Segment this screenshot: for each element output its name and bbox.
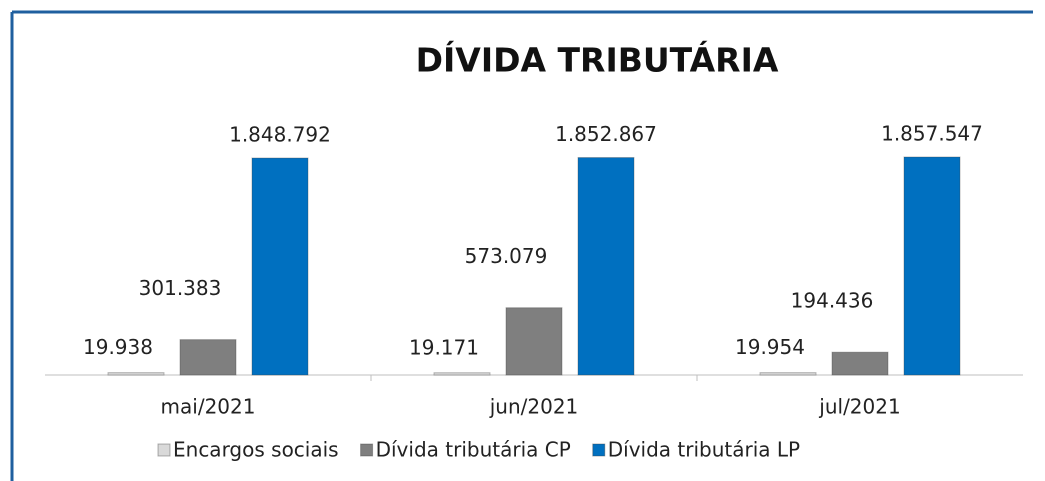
data-label: 301.383 xyxy=(139,276,222,300)
chart-title: DÍVIDA TRIBUTÁRIA xyxy=(416,40,779,80)
data-label: 1.857.547 xyxy=(881,122,983,146)
data-label: 1.852.867 xyxy=(555,122,657,146)
bar xyxy=(107,372,165,376)
data-label: 19.954 xyxy=(735,335,805,359)
data-label: 1.848.792 xyxy=(229,123,331,147)
x-tick-label: jun/2021 xyxy=(489,395,579,419)
x-tick-label: mai/2021 xyxy=(161,395,256,419)
data-label: 573.079 xyxy=(465,244,548,268)
legend-swatch xyxy=(157,443,171,457)
legend-label: Encargos sociais xyxy=(173,438,339,462)
bar xyxy=(903,156,961,376)
legend-swatch xyxy=(360,443,374,457)
bar xyxy=(759,372,817,376)
data-label: 194.436 xyxy=(791,289,874,313)
data-label: 19.938 xyxy=(83,335,153,359)
x-tick-label: jul/2021 xyxy=(818,395,900,419)
bar xyxy=(179,339,237,376)
bar xyxy=(251,157,309,376)
legend-label: Dívida tributária CP xyxy=(376,438,571,462)
data-label: 19.171 xyxy=(409,335,479,359)
bar xyxy=(577,157,635,376)
legend-swatch xyxy=(592,443,606,457)
legend-label: Dívida tributária LP xyxy=(608,438,800,462)
bar xyxy=(433,372,491,376)
bar xyxy=(831,351,889,376)
bar xyxy=(505,307,563,376)
